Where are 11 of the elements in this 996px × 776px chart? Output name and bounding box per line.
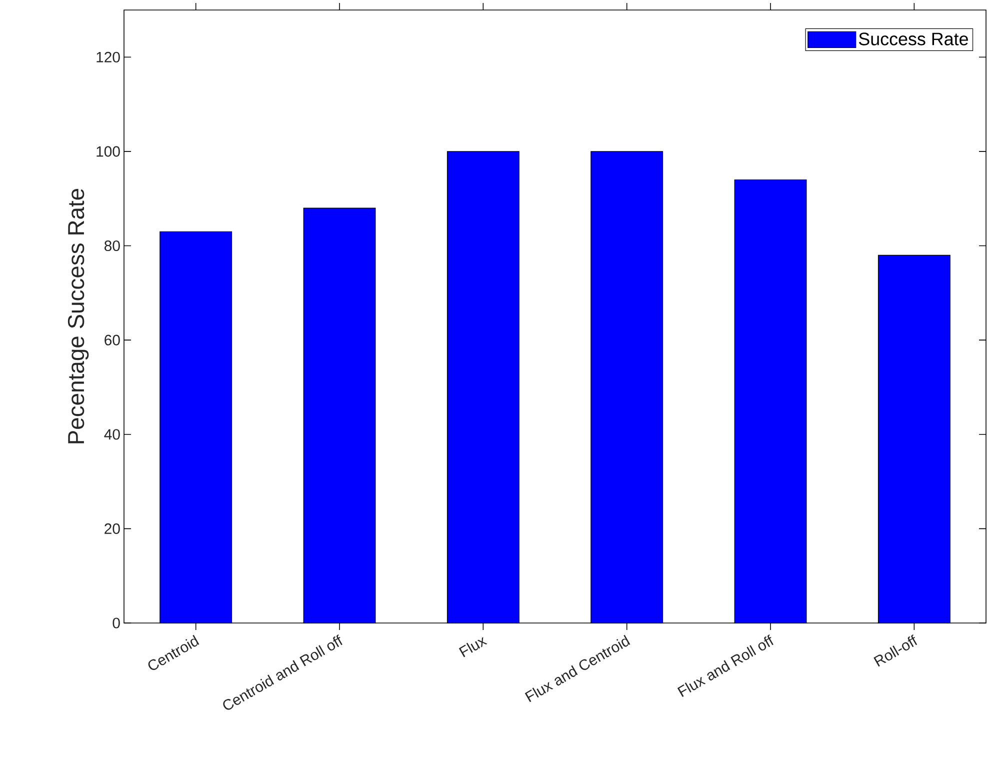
y-axis-title: Pecentage Success Rate <box>68 188 89 444</box>
x-tick-label: Flux <box>458 637 488 658</box>
y-tick-label: 40 <box>104 429 120 440</box>
y-tick-label: 0 <box>112 618 120 628</box>
y-tick-label: 120 <box>96 52 120 62</box>
y-tick-label: 20 <box>104 523 120 534</box>
y-tick-label: 100 <box>96 146 120 157</box>
x-tick-label: Flux and Roll off <box>677 634 774 697</box>
legend-label: Success Rate <box>858 32 968 46</box>
y-tick-label: 60 <box>104 334 120 346</box>
y-tick-label: 80 <box>104 240 120 252</box>
